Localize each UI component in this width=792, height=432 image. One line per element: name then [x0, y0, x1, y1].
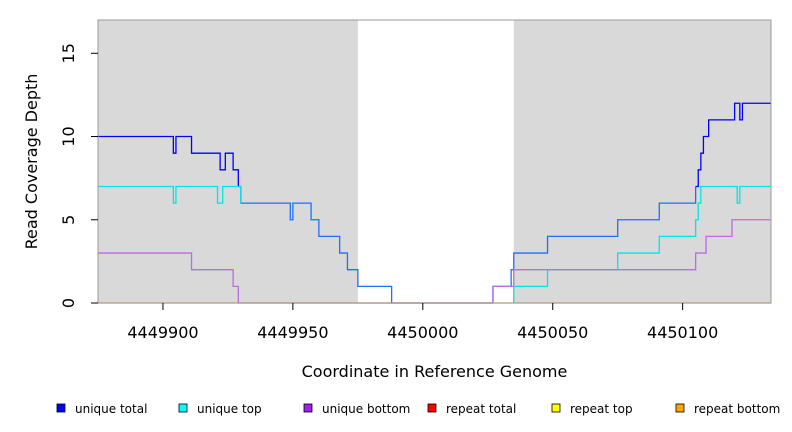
legend-item-unique-bottom: unique bottom [303, 402, 410, 416]
y-tick-label: 15 [59, 43, 78, 63]
y-axis: 0 5 10 15 [59, 43, 98, 308]
legend-label: repeat top [570, 402, 633, 416]
x-tick-label: 4450000 [387, 323, 458, 342]
legend-swatch [56, 403, 66, 413]
y-tick-label: 10 [59, 126, 78, 146]
x-axis-title: Coordinate in Reference Genome [302, 362, 568, 381]
x-axis: 4449900 4449950 4450000 4450050 4450100 [127, 303, 718, 342]
legend-swatch [178, 403, 188, 413]
x-tick-label: 4449950 [257, 323, 328, 342]
plot-frame [97, 19, 772, 304]
legend-item-repeat-total: repeat total [427, 402, 516, 416]
series-line-unique-total-2 [240, 186, 697, 304]
legend-swatch [551, 403, 561, 413]
series-line-unique-total-3 [695, 102, 771, 188]
x-tick-label: 4449900 [127, 323, 198, 342]
legend-label: repeat total [446, 402, 516, 416]
legend: unique total unique top unique bottom repea… [56, 402, 780, 416]
legend-swatch [427, 403, 437, 413]
x-tick-label: 4450100 [647, 323, 718, 342]
series-line-unique-top-4 [98, 185, 242, 204]
legend-label: unique total [75, 402, 147, 416]
legend-item-unique-total: unique total [56, 402, 147, 416]
y-axis-title: Read Coverage Depth [22, 74, 41, 250]
legend-label: unique top [197, 402, 262, 416]
legend-item-unique-top: unique top [178, 402, 262, 416]
legend-swatch [675, 403, 685, 413]
y-tick-label: 5 [59, 215, 78, 225]
series-line-unique-total-1 [98, 135, 241, 188]
legend-label: unique bottom [322, 402, 410, 416]
series-line-unique-bottom-6 [98, 219, 771, 304]
shaded-region-1 [98, 20, 358, 303]
legend-item-repeat-top: repeat top [551, 402, 633, 416]
legend-swatch [303, 403, 313, 413]
y-tick-label: 0 [59, 298, 78, 308]
x-tick-label: 4450050 [517, 323, 588, 342]
shaded-regions [98, 20, 771, 303]
legend-item-repeat-bottom: repeat bottom [675, 402, 780, 416]
shaded-region-2 [513, 20, 771, 303]
legend-label: repeat bottom [694, 402, 780, 416]
